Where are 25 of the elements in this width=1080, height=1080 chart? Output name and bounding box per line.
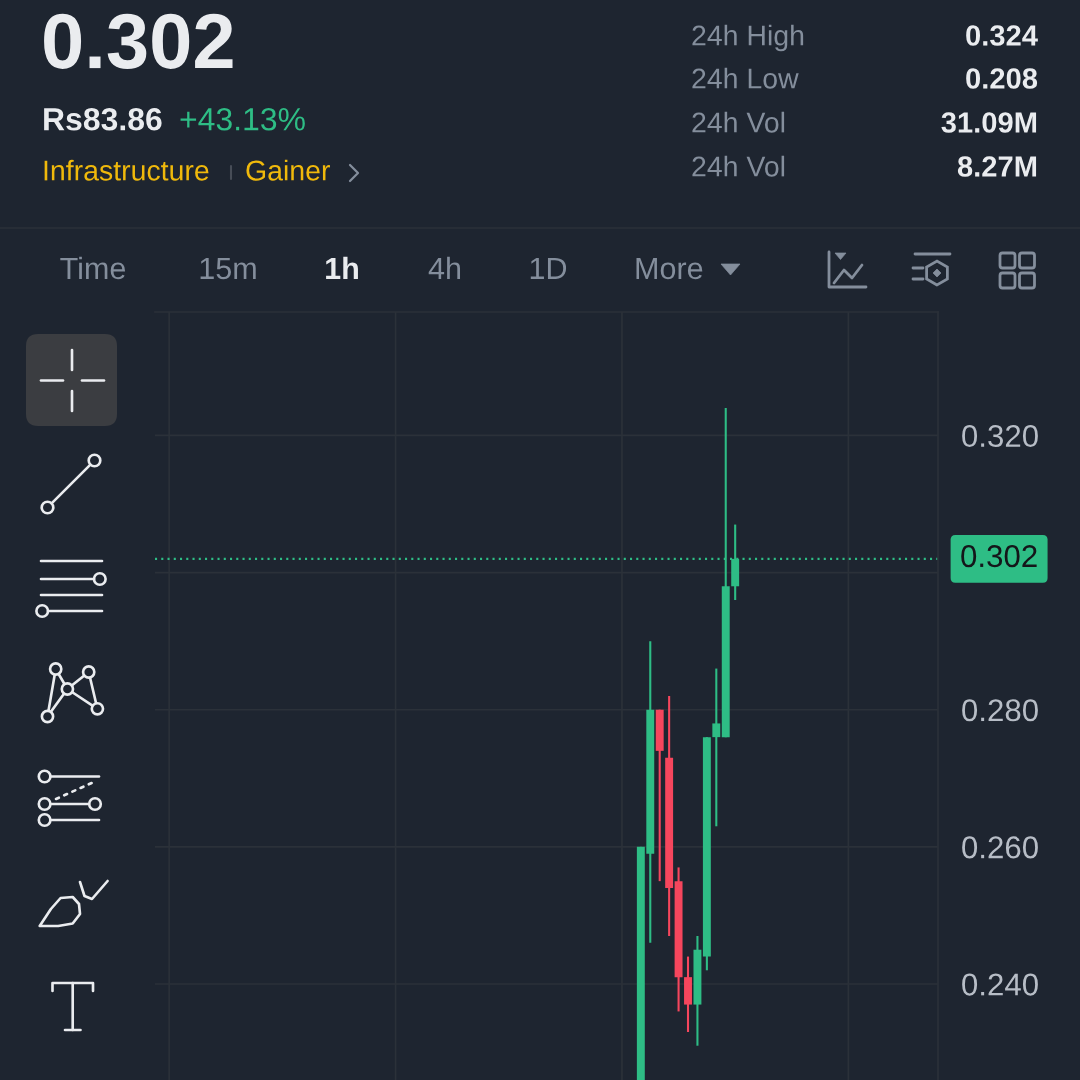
- y-tick-label: 0.280: [962, 699, 1038, 722]
- text: Infrastructure: [44, 159, 209, 181]
- chart-title: 0.302: [44, 13, 233, 69]
- text: 24h Vol: [692, 155, 785, 177]
- text: 0.324: [966, 25, 1038, 46]
- candlestick: [712, 667, 721, 828]
- text: 24h Vol: [692, 111, 785, 133]
- text: 15m: [200, 257, 256, 280]
- y-tick-label: 0.260: [962, 836, 1038, 859]
- text: 8.27M: [957, 156, 1037, 177]
- y-tick-label: 0.320: [962, 424, 1038, 448]
- text: Time: [60, 256, 126, 280]
- text: Rs83.86: [44, 107, 162, 131]
- text: 24h Low: [692, 67, 799, 89]
- text: 24h High: [692, 24, 804, 52]
- y-tick-label: 0.240: [962, 973, 1038, 996]
- text: +43.13%: [180, 107, 305, 131]
- text: 1D: [530, 257, 567, 279]
- text: 1h: [326, 256, 358, 279]
- text: 31.09M: [941, 112, 1037, 133]
- ref-line-label: 0.302: [961, 545, 1037, 568]
- text: Gainer: [246, 159, 330, 181]
- text: 0.208: [966, 68, 1038, 89]
- text: 4h: [428, 256, 461, 279]
- text: More: [636, 257, 703, 280]
